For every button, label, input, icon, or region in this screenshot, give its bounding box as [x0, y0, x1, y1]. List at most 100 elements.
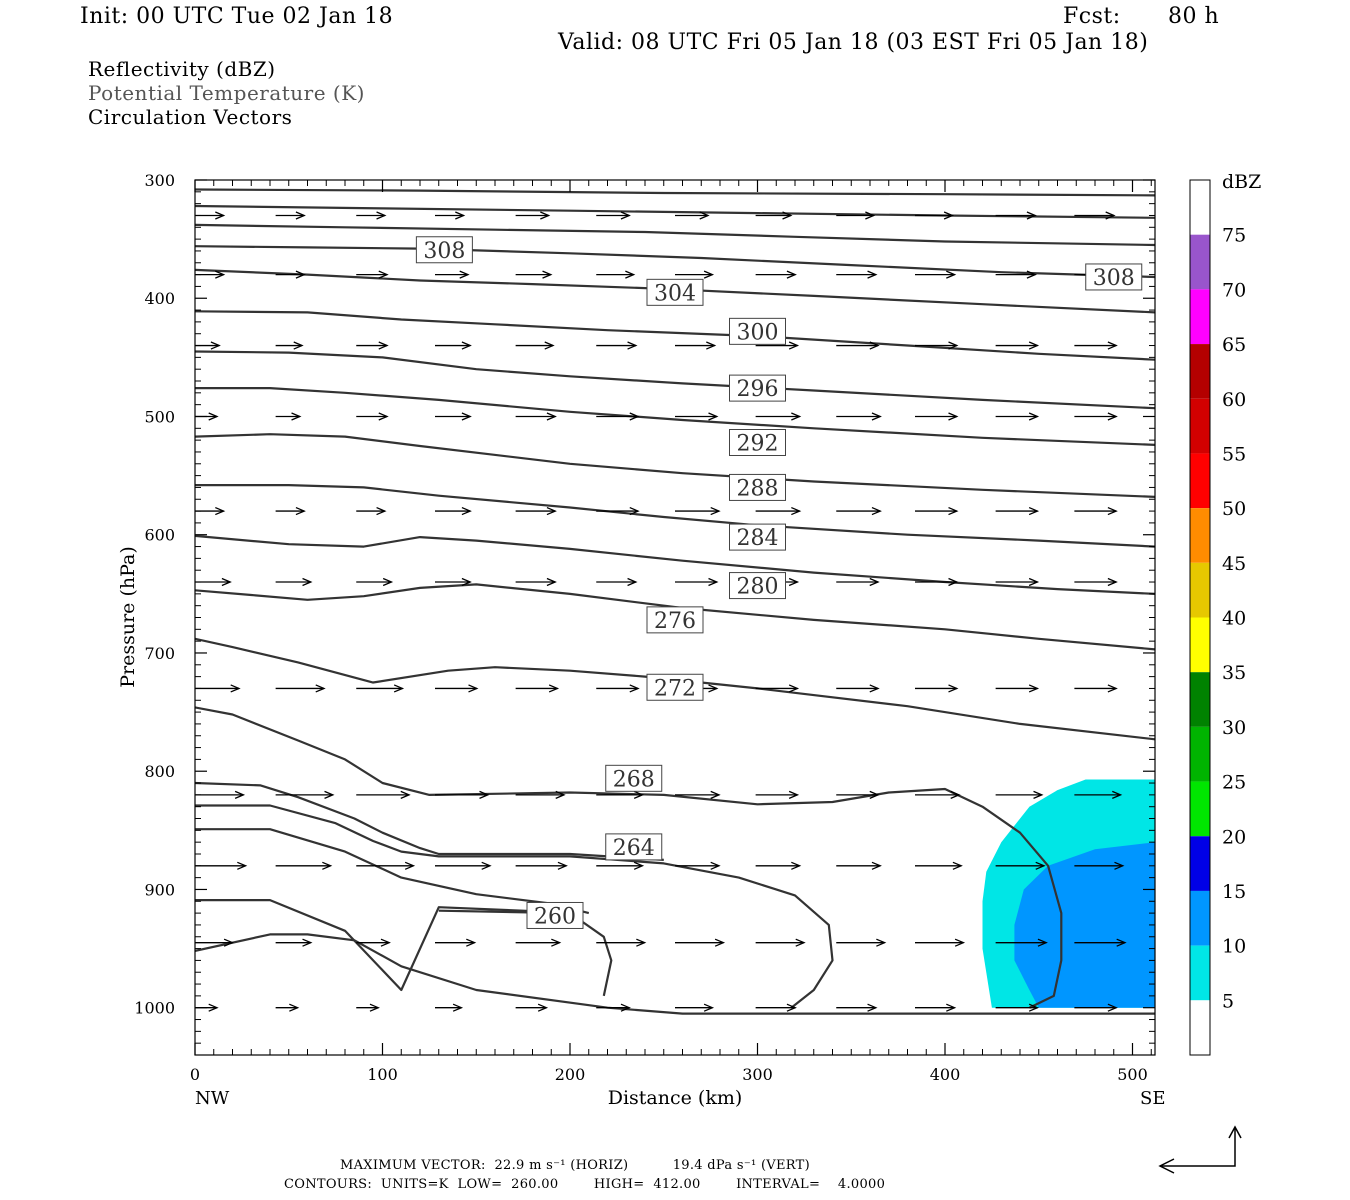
isentrope-label-304: 304 — [646, 278, 704, 306]
isentrope-label-text: 264 — [613, 836, 655, 861]
circulation-vector — [995, 1003, 1040, 1012]
colorbar-label: 15 — [1222, 881, 1246, 903]
circulation-vector — [356, 270, 389, 279]
circulation-vector — [995, 211, 1037, 220]
circulation-vector — [1074, 790, 1123, 799]
circulation-vector — [195, 684, 241, 693]
field-potential-temperature: Potential Temperature (K) — [88, 81, 365, 105]
x-tick-label: 100 — [367, 1065, 398, 1084]
circulation-vector — [515, 938, 562, 947]
circulation-vector — [836, 938, 887, 947]
colorbar-label: 20 — [1222, 826, 1246, 848]
colorbar-label: 40 — [1222, 608, 1246, 630]
isentrope-296 — [195, 350, 1155, 410]
isentrope-label-260: 260 — [526, 901, 584, 929]
colorbar-swatch — [1190, 344, 1210, 399]
circulation-vector — [515, 684, 560, 693]
x-end-label-right: SE — [1140, 1088, 1165, 1109]
circulation-vector — [515, 412, 557, 421]
isentrope-label-text: 304 — [654, 281, 696, 306]
colorbar-swatch — [1190, 1000, 1210, 1055]
circulation-vector — [915, 341, 959, 350]
valid-time: Valid: 08 UTC Fri 05 Jan 18 (03 EST Fri … — [558, 30, 1149, 55]
circulation-vector — [596, 412, 640, 421]
circulation-vector — [915, 938, 966, 947]
isentrope-284 — [195, 484, 1155, 548]
circulation-vector — [596, 1003, 631, 1012]
circulation-vector — [356, 506, 387, 516]
colorbar-label: 70 — [1222, 279, 1246, 301]
colorbar-swatch — [1190, 289, 1210, 345]
circulation-vector — [1074, 861, 1125, 870]
circulation-vector — [515, 861, 568, 870]
isentrope-288 — [195, 433, 1155, 498]
circulation-vector — [755, 211, 793, 220]
isentrope-260 — [195, 933, 1155, 1015]
colorbar-label: 75 — [1222, 225, 1246, 247]
circulation-vector — [995, 684, 1040, 693]
isentrope-label-text: 308 — [1093, 266, 1135, 291]
isentrope-292 — [195, 387, 1155, 446]
init-time: Init: 00 UTC Tue 02 Jan 18 — [80, 4, 394, 29]
circulation-vector — [995, 341, 1040, 350]
circulation-vector — [275, 861, 333, 870]
isentrope-300 — [195, 310, 1155, 361]
circulation-vector — [275, 938, 313, 947]
isentrope-label-text: 272 — [654, 676, 696, 701]
isentrope-label-276: 276 — [646, 606, 704, 634]
reference-vector-icon — [1158, 1125, 1242, 1174]
circulation-vector — [995, 577, 1040, 587]
circulation-vector — [915, 412, 959, 421]
colorbar-swatch — [1190, 453, 1210, 509]
circulation-vector — [435, 1003, 464, 1012]
colorbar-swatch — [1190, 836, 1210, 891]
circulation-vector — [1074, 341, 1118, 350]
circulation-vector — [515, 1003, 549, 1012]
circulation-vector — [915, 270, 957, 279]
circulation-vector — [195, 938, 235, 947]
x-axis-label: Distance (km) — [608, 1087, 743, 1109]
x-tick-label: 400 — [930, 1065, 961, 1084]
circulation-vector — [1074, 577, 1118, 587]
circulation-vector — [596, 577, 638, 587]
circulation-vector — [435, 577, 472, 587]
isentrope-264 — [195, 898, 571, 992]
circulation-vector — [596, 341, 638, 350]
colorbar-title: dBZ — [1222, 171, 1261, 193]
circulation-vector — [1074, 938, 1127, 947]
circulation-vector — [515, 790, 566, 799]
circulation-vector — [356, 790, 411, 799]
circulation-vector — [435, 341, 472, 350]
isentrope-label-280: 280 — [729, 572, 786, 600]
circulation-vector — [435, 938, 477, 947]
x-tick-label: 500 — [1117, 1065, 1148, 1084]
circulation-vector — [675, 1003, 715, 1012]
vector-layer — [195, 211, 1127, 1012]
colorbar-label: 45 — [1222, 553, 1246, 575]
x-end-label-left: NW — [195, 1088, 230, 1109]
isentrope-label-text: 296 — [737, 377, 779, 402]
circulation-vector — [1074, 684, 1118, 693]
isentrope-268 — [195, 706, 1063, 1009]
isentrope-280 — [195, 534, 1155, 595]
isentrope-label-text: 276 — [654, 609, 696, 634]
circulation-vector — [836, 412, 882, 421]
circulation-vector — [836, 341, 880, 350]
colorbar-label: 25 — [1222, 772, 1246, 794]
isentrope-label-text: 292 — [737, 432, 779, 457]
isentrope-label-284: 284 — [729, 523, 786, 551]
contour-label-layer: 260 264 268 272 276 280 284 288 292 296 300 304 308 3… — [415, 236, 1143, 929]
circulation-vector — [435, 412, 472, 421]
circulation-vector — [675, 412, 719, 421]
circulation-vector — [515, 577, 557, 587]
isentrope-276 — [195, 583, 1155, 651]
isentrope-label-text: 284 — [737, 526, 779, 551]
circulation-vector — [356, 211, 387, 220]
isentrope-label-text: 260 — [534, 904, 576, 929]
isentrope-260 — [438, 909, 613, 997]
colorbar-label: 30 — [1222, 717, 1246, 739]
isentrope-label-268: 268 — [605, 764, 663, 792]
circulation-vector — [915, 790, 961, 799]
contour-info-note: CONTOURS: UNITS=K LOW= 260.00 HIGH= 412.… — [284, 1177, 886, 1192]
